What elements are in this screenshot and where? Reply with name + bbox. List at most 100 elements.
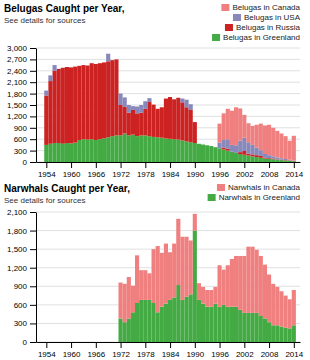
bar-segment xyxy=(185,297,189,342)
x-tick: 1972 xyxy=(112,162,130,179)
bar-segment xyxy=(131,106,135,110)
x-tick: 1990 xyxy=(186,342,204,359)
bar-segment xyxy=(156,246,160,312)
legend-item: Belugas in Russia xyxy=(225,23,301,32)
bar-series xyxy=(44,54,296,161)
bar-segment xyxy=(193,214,197,231)
bar-segment xyxy=(267,159,271,162)
bar-segment xyxy=(271,325,275,342)
bar-segment xyxy=(234,307,238,342)
bar-segment xyxy=(53,65,57,71)
bar-segment xyxy=(127,277,131,318)
bar-segment xyxy=(180,237,184,300)
x-tick-label: 1990 xyxy=(186,170,204,179)
bar-segment xyxy=(263,159,267,162)
bar-segment xyxy=(168,97,172,98)
x-tick-label: 1972 xyxy=(112,350,130,359)
grid-line xyxy=(36,59,300,60)
x-tick-label: 2014 xyxy=(285,170,303,179)
bar-segment xyxy=(119,318,123,342)
bar-segment xyxy=(176,97,180,98)
bar-segment xyxy=(65,67,69,68)
bar-segment xyxy=(65,143,69,162)
legend-item: Narwhals in Greenland xyxy=(208,193,300,202)
bar-segment xyxy=(102,138,106,162)
x-axis: 1954196019661972197819841990199620022008… xyxy=(37,162,304,179)
bar-segment xyxy=(156,137,160,162)
bar-segment xyxy=(251,145,255,155)
bar-segment xyxy=(234,145,238,153)
bar-segment xyxy=(131,286,135,313)
y-tick-mark xyxy=(30,305,36,306)
bar-segment xyxy=(127,113,131,136)
bar-segment xyxy=(168,300,172,342)
bar-segment xyxy=(176,97,180,98)
legend: Belugas in CanadaBelugas in USABelugas i… xyxy=(212,3,301,42)
bar-segment xyxy=(279,158,283,160)
bar-segment xyxy=(106,342,110,343)
bar-series xyxy=(218,107,296,160)
x-tick-mark xyxy=(170,162,171,168)
bar-segment xyxy=(143,135,147,162)
x-tick: 1954 xyxy=(38,342,56,359)
bar-segment xyxy=(213,147,217,148)
bar-segment xyxy=(284,296,288,328)
x-tick: 2002 xyxy=(236,162,254,179)
bar-segment xyxy=(255,157,259,162)
y-tick: 900 xyxy=(14,282,36,291)
subtitle: See details for sources xyxy=(4,196,85,205)
x-tick: 1984 xyxy=(162,342,180,359)
bar-segment xyxy=(160,107,164,108)
x-tick-label: 1990 xyxy=(186,350,204,359)
bar-segment xyxy=(234,256,238,307)
bar-segment xyxy=(255,313,259,342)
bar-segment xyxy=(44,145,48,162)
bar-segment xyxy=(279,291,283,326)
bar-segment xyxy=(53,342,57,343)
bars xyxy=(119,214,296,342)
x-tick-mark xyxy=(269,342,270,348)
bar-segment xyxy=(119,94,123,105)
x-tick-mark xyxy=(244,162,245,168)
bar-segment xyxy=(255,155,259,157)
bar-segment xyxy=(143,101,147,109)
x-tick-mark xyxy=(195,342,196,348)
y-tick-mark xyxy=(30,94,36,95)
bar-segment xyxy=(48,81,52,144)
bar-segment xyxy=(180,102,184,140)
bar-segment xyxy=(110,60,114,61)
bar-segment xyxy=(152,249,156,303)
bar-segment xyxy=(267,275,271,323)
chart-container: 1954196019661972197819841990199620022008… xyxy=(0,0,310,360)
bar-segment xyxy=(131,110,135,135)
bar-segment xyxy=(127,105,131,106)
bar-segment xyxy=(131,312,135,342)
bar-segment xyxy=(114,59,118,135)
bar-segment xyxy=(86,65,90,66)
bar-segment xyxy=(242,155,246,162)
bar-segment xyxy=(201,144,205,145)
y-tick-label: 1,500 xyxy=(7,101,28,110)
y-tick: 1,500 xyxy=(7,245,36,254)
y-tick: 1,800 xyxy=(7,90,36,99)
x-tick: 1990 xyxy=(186,162,204,179)
bar-segment xyxy=(238,154,242,162)
bar-segment xyxy=(86,65,90,139)
x-tick-label: 2002 xyxy=(236,170,254,179)
bar-segment xyxy=(147,300,151,342)
bar-segment xyxy=(201,145,205,162)
bar-segment xyxy=(288,161,292,162)
bar-segment xyxy=(110,60,114,61)
bar-segment xyxy=(213,147,217,148)
bar-segment xyxy=(48,75,52,76)
bar-segment xyxy=(61,144,65,162)
legend-item: Belugas in USA xyxy=(233,13,301,22)
x-axis-line xyxy=(37,342,301,343)
bar-segment xyxy=(222,140,226,148)
bar-segment xyxy=(44,96,48,145)
bar-segment xyxy=(94,140,98,162)
bar-segment xyxy=(160,253,164,307)
bar-segment xyxy=(90,63,94,64)
x-tick: 1978 xyxy=(137,162,155,179)
bar-segment xyxy=(168,97,172,98)
